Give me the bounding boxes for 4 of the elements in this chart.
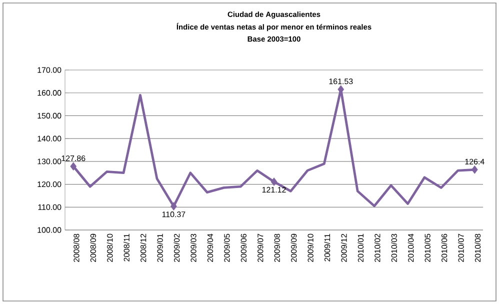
- point: [70, 162, 77, 171]
- point: [471, 165, 478, 174]
- point: [170, 202, 177, 210]
- point: [270, 178, 278, 186]
